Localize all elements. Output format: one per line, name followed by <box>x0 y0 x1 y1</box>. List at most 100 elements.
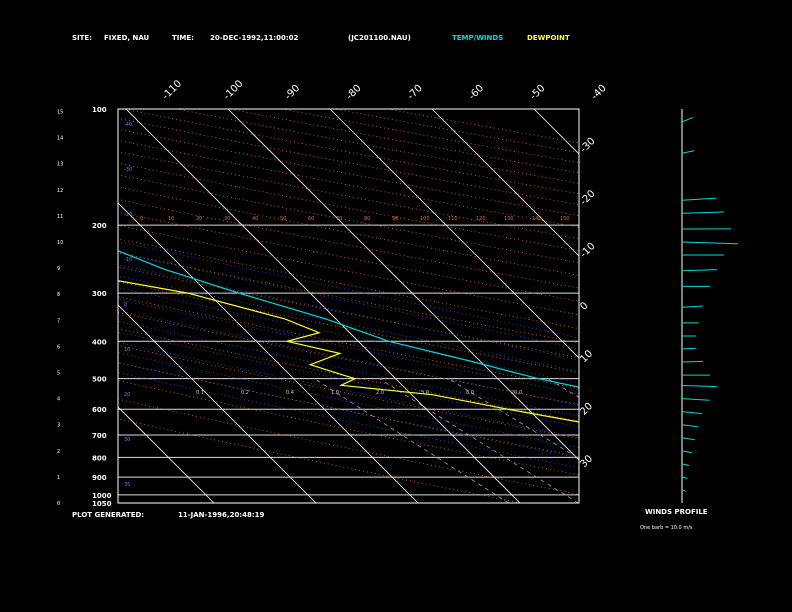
wind-barb <box>681 305 703 308</box>
wind-barb <box>681 489 687 492</box>
wind-barb <box>681 398 710 401</box>
height-tick-label: 12 <box>57 188 63 194</box>
mixing-ratio-line <box>379 378 579 503</box>
time-label: TIME: <box>172 34 194 42</box>
dry-adiabat-label: 120 <box>476 216 486 222</box>
mixing-ratio-label: 2.0 <box>376 390 384 396</box>
dry-adiabat-label: 80 <box>364 216 370 222</box>
moist-adiabat-label: -30 <box>124 167 132 173</box>
sounding-profiles <box>118 250 579 423</box>
height-tick-label: 7 <box>57 318 60 324</box>
dry-adiabat-label: 60 <box>308 216 314 222</box>
pressure-tick-label: 900 <box>92 474 107 482</box>
wind-barb <box>681 241 738 245</box>
height-tick-label: 6 <box>57 344 60 350</box>
wind-barb <box>681 476 688 479</box>
wind-barb <box>681 437 695 441</box>
height-tick-label: 13 <box>57 162 63 168</box>
plot-frame <box>117 108 580 504</box>
dry-adiabat-line <box>118 211 579 302</box>
pressure-tick-label: 1050 <box>92 500 112 508</box>
isotherm-line <box>125 109 521 503</box>
moist-adiabat-line <box>118 309 579 406</box>
moist-adiabat-label: 10 <box>124 347 130 353</box>
pressure-tick-label: 300 <box>92 290 107 298</box>
isotherm-line <box>227 109 579 461</box>
temperature-profile-line <box>118 250 579 388</box>
pressure-tick-label: 400 <box>92 338 107 346</box>
time-value: 20-DEC-1992,11:00:02 <box>210 34 299 42</box>
moist-adiabat-label: -20 <box>124 212 132 218</box>
wind-barb <box>681 463 690 466</box>
height-tick-label: 4 <box>57 397 60 403</box>
mixing-ratio-label: 8.0 <box>466 390 474 396</box>
height-tick-label: 5 <box>57 371 60 377</box>
height-tick-label: 11 <box>57 214 63 220</box>
height-tick-label: 0 <box>57 501 60 507</box>
wind-barb <box>681 385 717 388</box>
dry-adiabat-label: 70 <box>336 216 342 222</box>
dry-adiabat-line <box>118 344 579 439</box>
dry-adiabat-label: 90 <box>392 216 398 222</box>
dry-adiabat-label: 40 <box>252 216 258 222</box>
wind-barb <box>681 347 696 350</box>
moist-adiabat-label: 30 <box>124 437 130 443</box>
dry-adiabat-label: 150 <box>560 216 570 222</box>
plot-generated-value: 11-JAN-1996,20:48:19 <box>178 511 265 519</box>
wind-barb <box>681 150 695 154</box>
moist-adiabat-label: 35 <box>124 482 130 488</box>
file-name: (JC201100.NAU) <box>348 34 411 42</box>
dry-adiabat-label: 50 <box>280 216 286 222</box>
mixing-ratio-label: 0.4 <box>286 390 294 396</box>
height-tick-label: 14 <box>57 136 63 142</box>
dewpoint-profile-line <box>118 280 579 423</box>
pressure-tick-label: 600 <box>92 406 107 414</box>
dry-adiabat-label: 0 <box>140 216 143 222</box>
moist-adiabat-label: 20 <box>124 392 130 398</box>
height-tick-label: 15 <box>57 110 63 116</box>
dry-adiabat-label: 110 <box>448 216 458 222</box>
height-tick-label: 10 <box>57 240 63 246</box>
moist-adiabat-label: -10 <box>124 257 132 263</box>
pressure-tick-label: 800 <box>92 454 107 462</box>
dry-adiabat-line <box>118 238 579 330</box>
isotherm-line <box>118 202 419 503</box>
dry-adiabat-label: 30 <box>224 216 230 222</box>
site-value: FIXED, NAU <box>104 34 150 42</box>
pressure-tick-label: 500 <box>92 376 107 384</box>
temp-legend: TEMP/WINDS <box>452 34 503 42</box>
isotherm-line <box>329 109 579 359</box>
mixing-ratio-label: 20.0 <box>511 390 522 396</box>
pressure-tick-label: 700 <box>92 432 107 440</box>
pressure-tick-label: 200 <box>92 222 107 230</box>
height-tick-label: 2 <box>57 449 60 455</box>
pressure-tick-label: 1000 <box>92 492 112 500</box>
dry-adiabat-line <box>118 312 579 405</box>
wind-barb <box>681 360 703 363</box>
height-tick-label: 3 <box>57 423 60 429</box>
dry-adiabat-label: 10 <box>168 216 174 222</box>
height-tick-label: 9 <box>57 266 60 272</box>
height-tick-label: 8 <box>57 292 60 298</box>
wind-barb <box>681 411 703 415</box>
wind-barb <box>681 116 693 123</box>
plot-generated-label: PLOT GENERATED: <box>72 511 144 519</box>
mixing-ratio-label: 1.0 <box>331 390 339 396</box>
wind-barb <box>681 269 717 272</box>
dry-adiabat-label: 20 <box>196 216 202 222</box>
mixing-ratio-label: 0.1 <box>196 390 204 396</box>
wind-barb <box>681 211 724 214</box>
winds-profile-panel <box>681 109 738 503</box>
dry-adiabat-label: 140 <box>532 216 542 222</box>
moist-adiabat-label: -40 <box>124 122 132 128</box>
winds-profile-note: One barb = 10.0 m/s <box>640 525 693 531</box>
isotherm-line <box>431 109 579 257</box>
site-label: SITE: <box>72 34 92 42</box>
pressure-tick-label: 100 <box>92 106 107 114</box>
wind-barb <box>681 450 692 454</box>
mixing-ratio-label: 5.0 <box>421 390 429 396</box>
dry-adiabat-line <box>118 328 579 422</box>
dewpoint-legend: DEWPOINT <box>527 34 570 42</box>
